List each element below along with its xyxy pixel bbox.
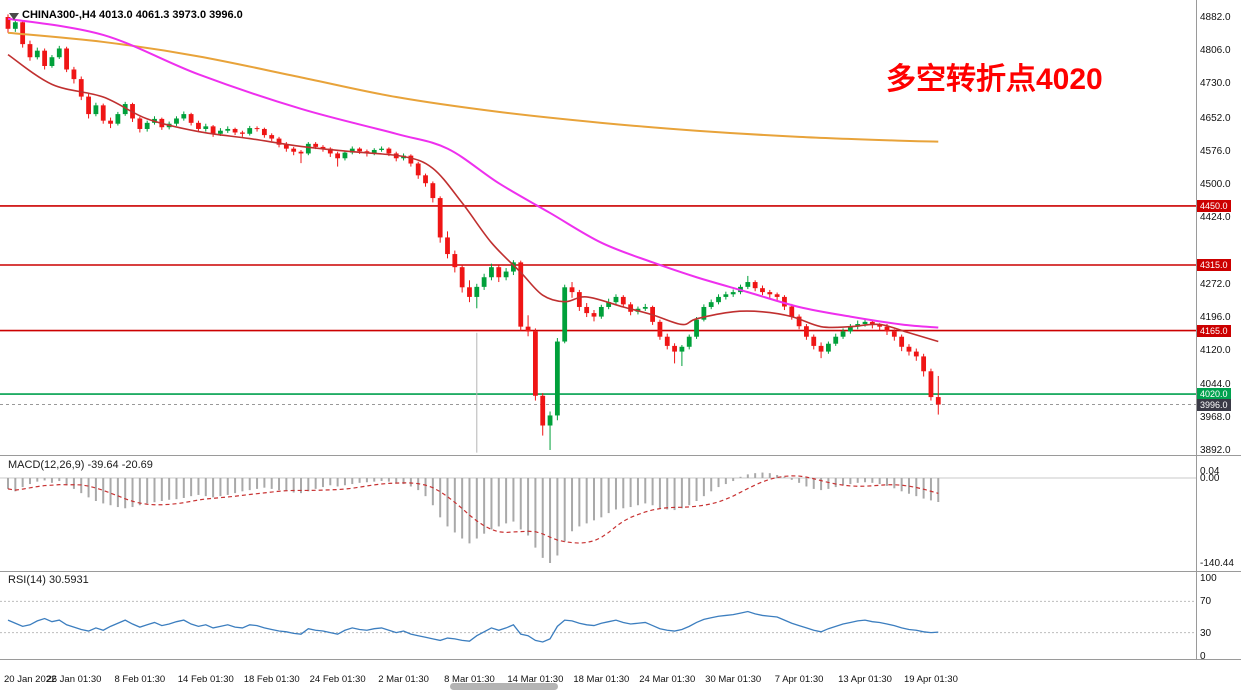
- rsi-layer: [0, 600, 1196, 643]
- y-axis-label: 4806.0: [1200, 45, 1231, 57]
- ma-mid-magenta: [7, 17, 939, 329]
- time-axis-label: 14 Feb 01:30: [177, 674, 234, 685]
- rsi-axis-label: 100: [1200, 573, 1217, 584]
- rsi-axis-label: 30: [1200, 627, 1212, 639]
- time-axis-label: 8 Feb 01:30: [114, 674, 166, 685]
- time-axis-label: 19 Apr 01:30: [903, 674, 958, 685]
- y-axis-label: 4272.0: [1200, 278, 1231, 290]
- time-axis-label: 20 Jan 2022: [4, 674, 57, 685]
- macd-indicator-label: MACD(12,26,9) -39.64 -20.69: [8, 459, 153, 471]
- price-line-badge: 4450.0: [1197, 199, 1231, 212]
- macd-axis-label: 0.00: [1200, 473, 1220, 484]
- rsi-indicator-label: RSI(14) 30.5931: [8, 574, 89, 586]
- y-axis-label: 4424.0: [1200, 212, 1231, 224]
- macd-layer: [0, 472, 1196, 563]
- time-axis-label: 8 Mar 01:30: [444, 674, 495, 685]
- panel-separator: [0, 659, 1241, 660]
- chart-collapse-icon[interactable]: [9, 13, 19, 20]
- ma-lines-layer: [7, 17, 939, 343]
- y-axis-label: 4196.0: [1200, 312, 1231, 324]
- y-axis-label: 3968.0: [1200, 411, 1231, 423]
- y-axis-label: 4500.0: [1200, 179, 1231, 191]
- time-axis-label: 30 Mar 01:30: [705, 674, 762, 685]
- y-axis-label: 3892.0: [1200, 445, 1231, 456]
- macd-axis-label: 0.04: [1200, 466, 1220, 477]
- macd-axis-label: -140.44: [1200, 558, 1234, 569]
- price-line-badge: 4020.0: [1197, 388, 1231, 401]
- time-axis-label: 24 Feb 01:30: [309, 674, 366, 685]
- y-axis-label: 4652.0: [1200, 112, 1231, 124]
- time-axis-label: 24 Mar 01:30: [639, 674, 696, 685]
- rsi-line: [7, 610, 939, 643]
- time-axis-label: 2 Mar 01:30: [378, 674, 429, 685]
- y-axis-label: 4044.0: [1200, 378, 1231, 390]
- panel-separator: [0, 571, 1241, 572]
- rsi-axis-label: 0: [1200, 651, 1206, 662]
- current-price-badge: 3996.0: [1197, 398, 1231, 411]
- time-axis-label: 7 Apr 01:30: [774, 674, 824, 685]
- scrollbar-thumb[interactable]: [450, 683, 558, 690]
- candles-layer: [5, 14, 941, 450]
- symbol-title: CHINA300-,H4 4013.0 4061.3 3973.0 3996.0: [22, 9, 243, 21]
- y-axis-label: 4730.0: [1200, 78, 1231, 90]
- ma-fast-red: [7, 53, 939, 343]
- rsi-axis-label: 70: [1200, 596, 1212, 608]
- y-axis-label: 4120.0: [1200, 345, 1231, 357]
- trend-annotation: 多空转折点4020: [886, 63, 1103, 96]
- y-axis-label: 4576.0: [1200, 145, 1231, 157]
- price-line-badge: 4315.0: [1197, 258, 1231, 271]
- panel-separator: [0, 455, 1241, 456]
- y-axis-label: 4882.0: [1200, 12, 1231, 23]
- time-axis-label: 18 Feb 01:30: [243, 674, 300, 685]
- time-axis-label: 14 Mar 01:30: [507, 674, 564, 685]
- time-axis-label: 18 Mar 01:30: [573, 674, 630, 685]
- hlines-layer: [0, 205, 1196, 453]
- time-axis-label: 26 Jan 01:30: [46, 674, 102, 685]
- time-axis-label: 13 Apr 01:30: [838, 674, 892, 685]
- ma-slow-orange: [7, 31, 939, 143]
- price-axis-border: [1196, 0, 1197, 659]
- price-line-badge: 4165.0: [1197, 324, 1231, 337]
